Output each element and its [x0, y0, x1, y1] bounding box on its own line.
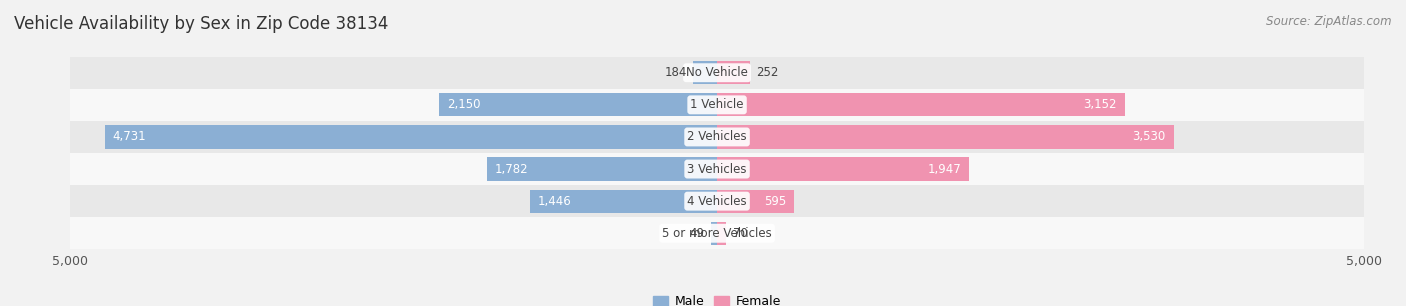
Text: 595: 595: [763, 195, 786, 208]
Bar: [710, 222, 717, 245]
Bar: [70, 121, 1364, 153]
Bar: [70, 57, 1364, 89]
Bar: [70, 217, 1364, 249]
Text: 184: 184: [665, 66, 686, 79]
Bar: [105, 125, 717, 148]
Bar: [717, 222, 725, 245]
Bar: [486, 158, 717, 181]
Bar: [717, 93, 1125, 116]
Text: 4 Vehicles: 4 Vehicles: [688, 195, 747, 208]
Text: 1,782: 1,782: [495, 162, 527, 176]
Text: 5 or more Vehicles: 5 or more Vehicles: [662, 227, 772, 240]
Bar: [70, 185, 1364, 217]
Text: 2 Vehicles: 2 Vehicles: [688, 130, 747, 144]
Text: Vehicle Availability by Sex in Zip Code 38134: Vehicle Availability by Sex in Zip Code …: [14, 15, 388, 33]
Bar: [717, 190, 794, 213]
Text: No Vehicle: No Vehicle: [686, 66, 748, 79]
Bar: [439, 93, 717, 116]
Text: 3,530: 3,530: [1133, 130, 1166, 144]
Text: 3,152: 3,152: [1084, 98, 1116, 111]
Text: 3 Vehicles: 3 Vehicles: [688, 162, 747, 176]
Text: 4,731: 4,731: [112, 130, 146, 144]
Bar: [530, 190, 717, 213]
Bar: [70, 153, 1364, 185]
Text: 1,446: 1,446: [537, 195, 571, 208]
Text: 252: 252: [756, 66, 779, 79]
Text: 1,947: 1,947: [928, 162, 962, 176]
Bar: [717, 158, 969, 181]
Legend: Male, Female: Male, Female: [648, 290, 786, 306]
Bar: [693, 61, 717, 84]
Bar: [70, 89, 1364, 121]
Text: 1 Vehicle: 1 Vehicle: [690, 98, 744, 111]
Text: 2,150: 2,150: [447, 98, 481, 111]
Bar: [717, 61, 749, 84]
Bar: [717, 125, 1174, 148]
Text: 49: 49: [689, 227, 704, 240]
Text: 70: 70: [733, 227, 748, 240]
Text: Source: ZipAtlas.com: Source: ZipAtlas.com: [1267, 15, 1392, 28]
